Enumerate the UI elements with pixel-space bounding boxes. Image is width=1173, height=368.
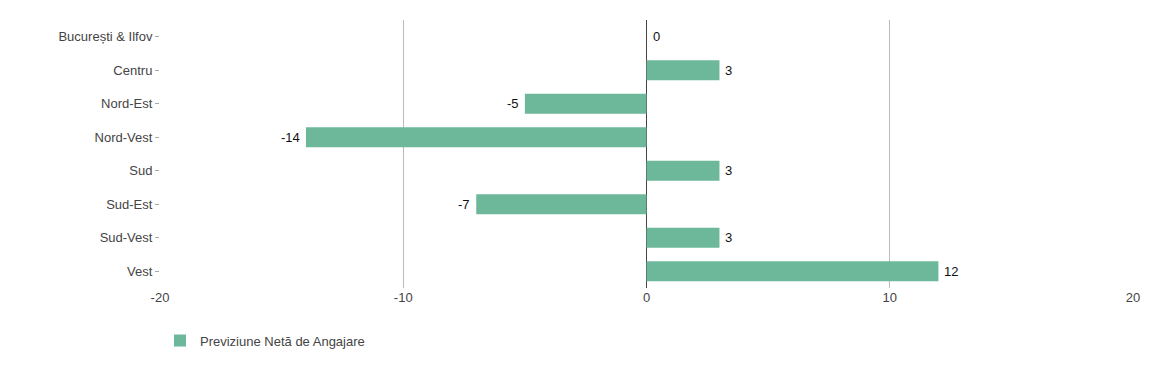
svg-text:București & Ilfov: București & Ilfov [58,29,152,44]
svg-text:20: 20 [1126,290,1140,305]
svg-text:-20: -20 [151,290,170,305]
svg-text:0: 0 [643,290,650,305]
svg-text:3: 3 [725,230,732,245]
svg-text:Sud-Est: Sud-Est [106,197,153,212]
svg-text:-10: -10 [394,290,413,305]
svg-text:3: 3 [725,63,732,78]
svg-text:Vest: Vest [127,264,153,279]
svg-text:Previziune Netă de Angajare: Previziune Netă de Angajare [200,334,365,349]
svg-text:10: 10 [883,290,897,305]
svg-text:-7: -7 [458,197,470,212]
svg-text:Centru: Centru [113,63,152,78]
svg-text:3: 3 [725,163,732,178]
svg-text:12: 12 [944,264,958,279]
svg-text:-5: -5 [507,96,519,111]
svg-text:Nord-Est: Nord-Est [101,96,153,111]
svg-text:Sud: Sud [129,163,152,178]
svg-text:Nord-Vest: Nord-Vest [95,130,153,145]
svg-text:Sud-Vest: Sud-Vest [100,230,153,245]
svg-text:-14: -14 [281,130,300,145]
svg-text:0: 0 [653,29,660,44]
